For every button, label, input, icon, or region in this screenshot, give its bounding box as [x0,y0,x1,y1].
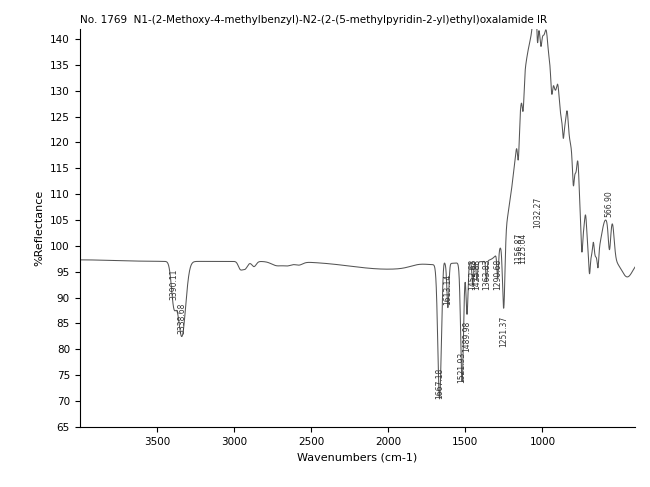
Text: 1363.83: 1363.83 [482,259,491,290]
Y-axis label: %Reflectance: %Reflectance [34,189,44,266]
Text: 1156.87: 1156.87 [514,233,523,264]
Text: 1425.88: 1425.88 [473,259,481,290]
Text: 1521.93: 1521.93 [458,352,467,383]
Text: 1251.37: 1251.37 [499,316,508,347]
Text: No. 1769  N1-(2-Methoxy-4-methylbenzyl)-N2-(2-(5-methylpyridin-2-yl)ethyl)oxalam: No. 1769 N1-(2-Methoxy-4-methylbenzyl)-N… [80,15,547,25]
Text: 3338.68: 3338.68 [177,302,186,334]
Text: 566.90: 566.90 [604,191,614,217]
Text: 3390.11: 3390.11 [169,269,178,300]
Text: 1667.18: 1667.18 [435,367,444,398]
X-axis label: Wavenumbers (cm-1): Wavenumbers (cm-1) [297,452,417,462]
Text: 1452.63: 1452.63 [468,259,477,290]
Text: 1290.68: 1290.68 [493,259,502,290]
Text: 1125.04: 1125.04 [519,233,528,264]
Text: 1032.27: 1032.27 [533,197,542,228]
Text: 1613.14: 1613.14 [443,274,452,305]
Text: 1489.98: 1489.98 [462,321,471,352]
